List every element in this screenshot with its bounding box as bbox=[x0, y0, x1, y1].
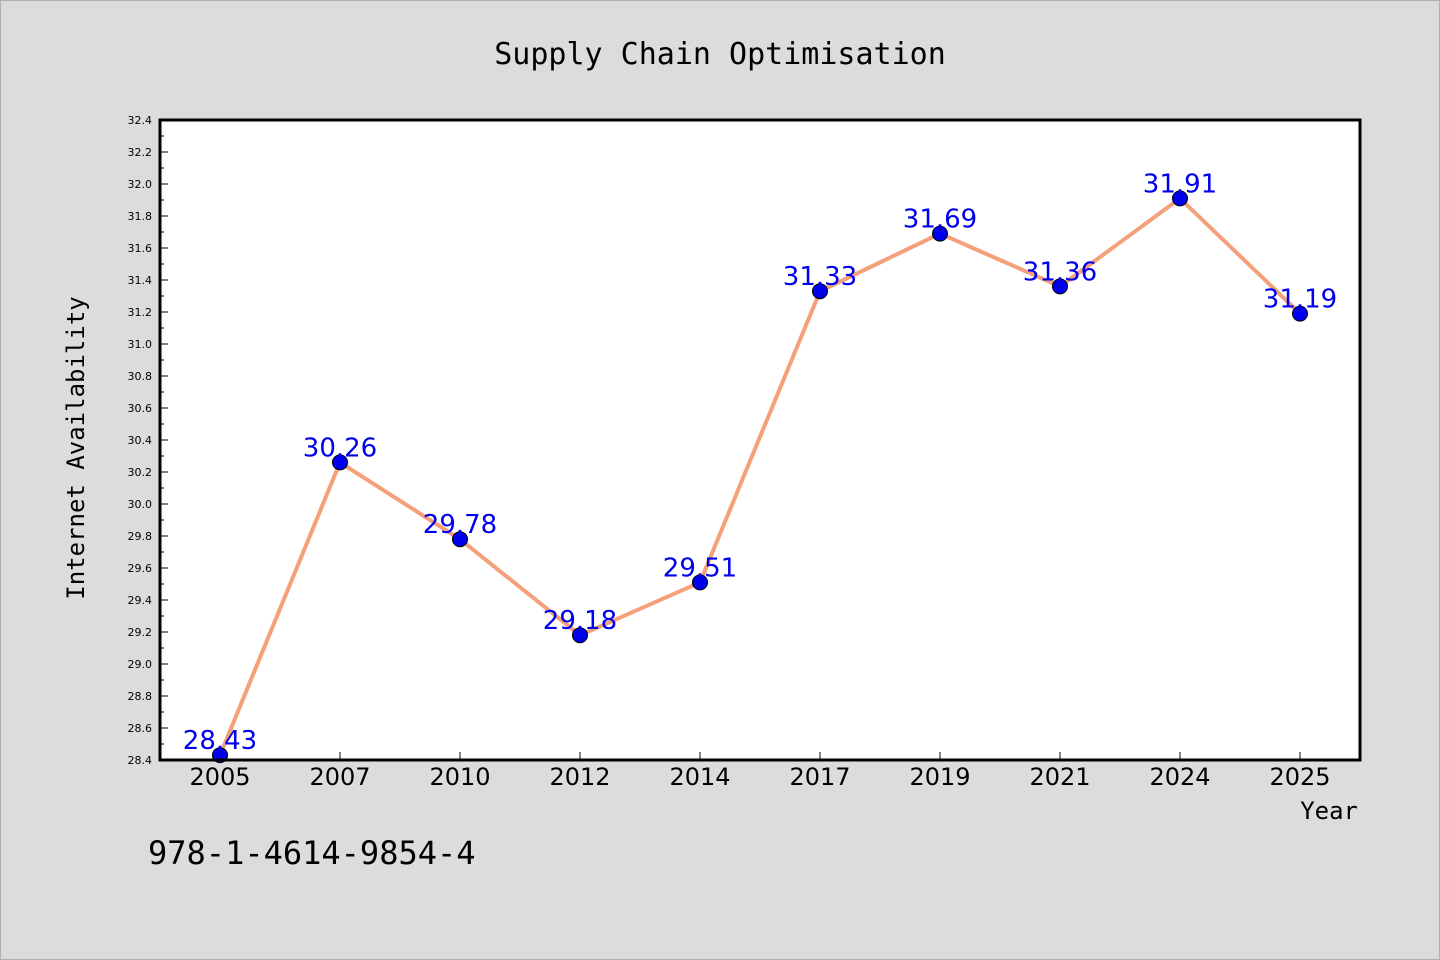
y-tick-label: 32.0 bbox=[128, 178, 153, 191]
x-tick-label: 2010 bbox=[429, 763, 490, 791]
y-tick-label: 29.0 bbox=[128, 658, 153, 671]
y-axis: 28.4 28.6 28.8 29.0 29.2 29.4 29.6 29.8 30.0 30.2… bbox=[128, 114, 168, 767]
y-tick-label: 28.8 bbox=[128, 690, 153, 703]
y-tick-label: 29.6 bbox=[128, 562, 153, 575]
y-tick-label: 31.4 bbox=[128, 274, 153, 287]
plot-frame bbox=[158, 118, 1362, 762]
x-tick-label: 2017 bbox=[789, 763, 850, 791]
x-tick-label: 2014 bbox=[669, 763, 730, 791]
data-point bbox=[452, 531, 468, 548]
isbn-text: 978-1-4614-9854-4 bbox=[148, 834, 476, 872]
data-point bbox=[1052, 278, 1068, 295]
data-label: 28.43 bbox=[183, 726, 257, 756]
data-label: 29.51 bbox=[663, 553, 737, 583]
data-label: 31.91 bbox=[1143, 169, 1217, 199]
y-tick-label: 30.0 bbox=[128, 498, 153, 511]
x-tick-label: 2007 bbox=[309, 763, 370, 791]
y-tick-label: 29.2 bbox=[128, 626, 153, 639]
data-point bbox=[692, 574, 708, 591]
data-label: 31.19 bbox=[1263, 285, 1337, 315]
y-tick-label: 30.4 bbox=[128, 434, 153, 447]
x-axis-label: Year bbox=[1300, 797, 1358, 825]
y-tick-label: 31.2 bbox=[128, 306, 153, 319]
data-label: 29.18 bbox=[543, 606, 617, 636]
y-tick-label: 32.4 bbox=[128, 114, 153, 127]
y-tick-label: 28.4 bbox=[128, 754, 153, 767]
y-tick-label: 30.6 bbox=[128, 402, 153, 415]
x-tick-label: 2025 bbox=[1269, 763, 1330, 791]
x-tick-label: 2024 bbox=[1149, 763, 1210, 791]
y-tick-label: 32.2 bbox=[128, 146, 153, 159]
data-point bbox=[812, 283, 828, 300]
y-tick-label: 30.2 bbox=[128, 466, 153, 479]
series-internet-availability bbox=[212, 190, 1308, 764]
data-labels: 28.43 30.26 29.78 29.18 29.51 31.33 31.69 31.36… bbox=[183, 169, 1337, 756]
y-tick-label: 29.8 bbox=[128, 530, 153, 543]
y-tick-label: 31.6 bbox=[128, 242, 153, 255]
y-axis-label: Internet Availability bbox=[62, 296, 90, 599]
series-line bbox=[218, 196, 1302, 756]
data-label: 31.36 bbox=[1023, 257, 1097, 287]
x-axis: 2005 2007 2010 2012 2014 2017 2019 2021 2024 2025 bbox=[189, 752, 1331, 791]
y-tick-label: 31.0 bbox=[128, 338, 153, 351]
data-label: 30.26 bbox=[303, 433, 377, 463]
y-tick-label: 28.6 bbox=[128, 722, 153, 735]
data-label: 31.69 bbox=[903, 205, 977, 235]
data-label: 31.33 bbox=[783, 262, 857, 292]
data-point bbox=[332, 454, 348, 471]
data-point bbox=[932, 225, 948, 242]
y-tick-label: 30.8 bbox=[128, 370, 153, 383]
data-point bbox=[572, 627, 588, 644]
data-point bbox=[1292, 305, 1308, 322]
x-tick-label: 2005 bbox=[189, 763, 250, 791]
x-tick-label: 2021 bbox=[1029, 763, 1090, 791]
x-tick-label: 2019 bbox=[909, 763, 970, 791]
y-tick-label: 29.4 bbox=[128, 594, 153, 607]
y-tick-label: 31.8 bbox=[128, 210, 153, 223]
x-tick-label: 2012 bbox=[549, 763, 610, 791]
data-label: 29.78 bbox=[423, 510, 497, 540]
chart-title: Supply Chain Optimisation bbox=[494, 37, 946, 72]
data-point bbox=[1172, 190, 1188, 207]
